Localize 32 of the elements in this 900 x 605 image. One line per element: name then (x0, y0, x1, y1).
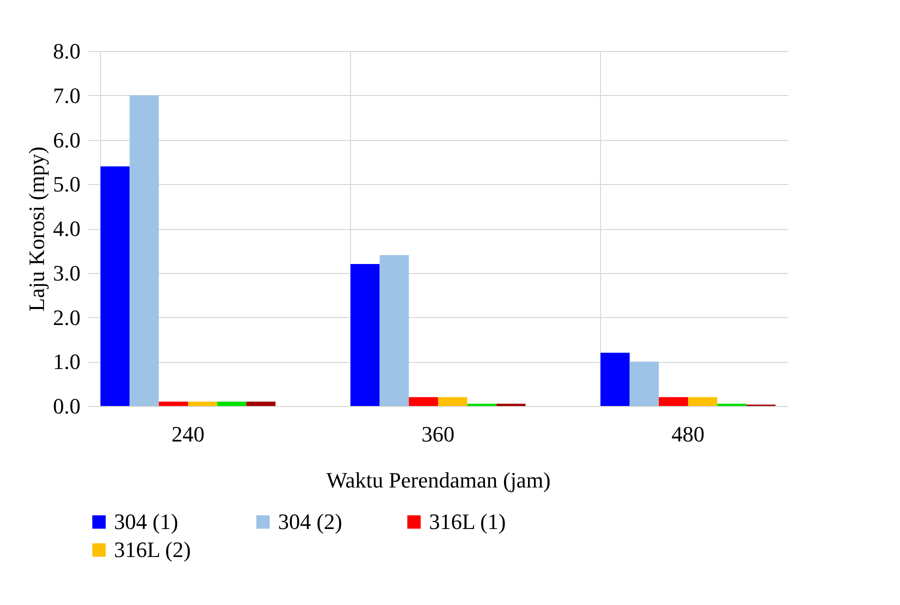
y-tick-label: 0.0 (53, 394, 80, 418)
x-tick-label: 360 (422, 422, 454, 446)
y-axis-title: Laju Korosi (mpy) (24, 146, 49, 312)
bar (158, 402, 188, 406)
y-tick-label: 7.0 (53, 82, 80, 108)
x-tick-label: 480 (672, 422, 704, 446)
legend-label: 304 (2) (278, 509, 342, 534)
y-tick-label: 3.0 (53, 260, 80, 286)
y-tick-label: 5.0 (53, 172, 80, 197)
y-tick-label: 4.0 (53, 216, 80, 241)
bar (658, 397, 688, 406)
bar (130, 95, 159, 406)
y-tick-label: 6.0 (53, 127, 80, 152)
bar (380, 255, 409, 406)
bar (350, 264, 380, 406)
y-tick-label: 8.0 (53, 38, 80, 64)
bar (600, 352, 630, 406)
bar (246, 402, 276, 406)
x-axis-title: Waktu Perendaman (jam) (326, 468, 551, 492)
x-tick-label: 240 (172, 422, 204, 446)
bar (408, 397, 438, 406)
bar (630, 362, 659, 406)
bar (438, 397, 468, 406)
y-tick-label: 1.0 (53, 349, 80, 374)
legend-label: 304 (1) (114, 509, 178, 534)
legend-label: 316L (1) (429, 509, 506, 534)
legend-label: 316L (2) (114, 537, 191, 562)
bar (688, 397, 718, 406)
bar (217, 402, 246, 406)
y-tick-label: 2.0 (53, 304, 80, 330)
bar (188, 402, 218, 406)
bar (100, 166, 130, 406)
